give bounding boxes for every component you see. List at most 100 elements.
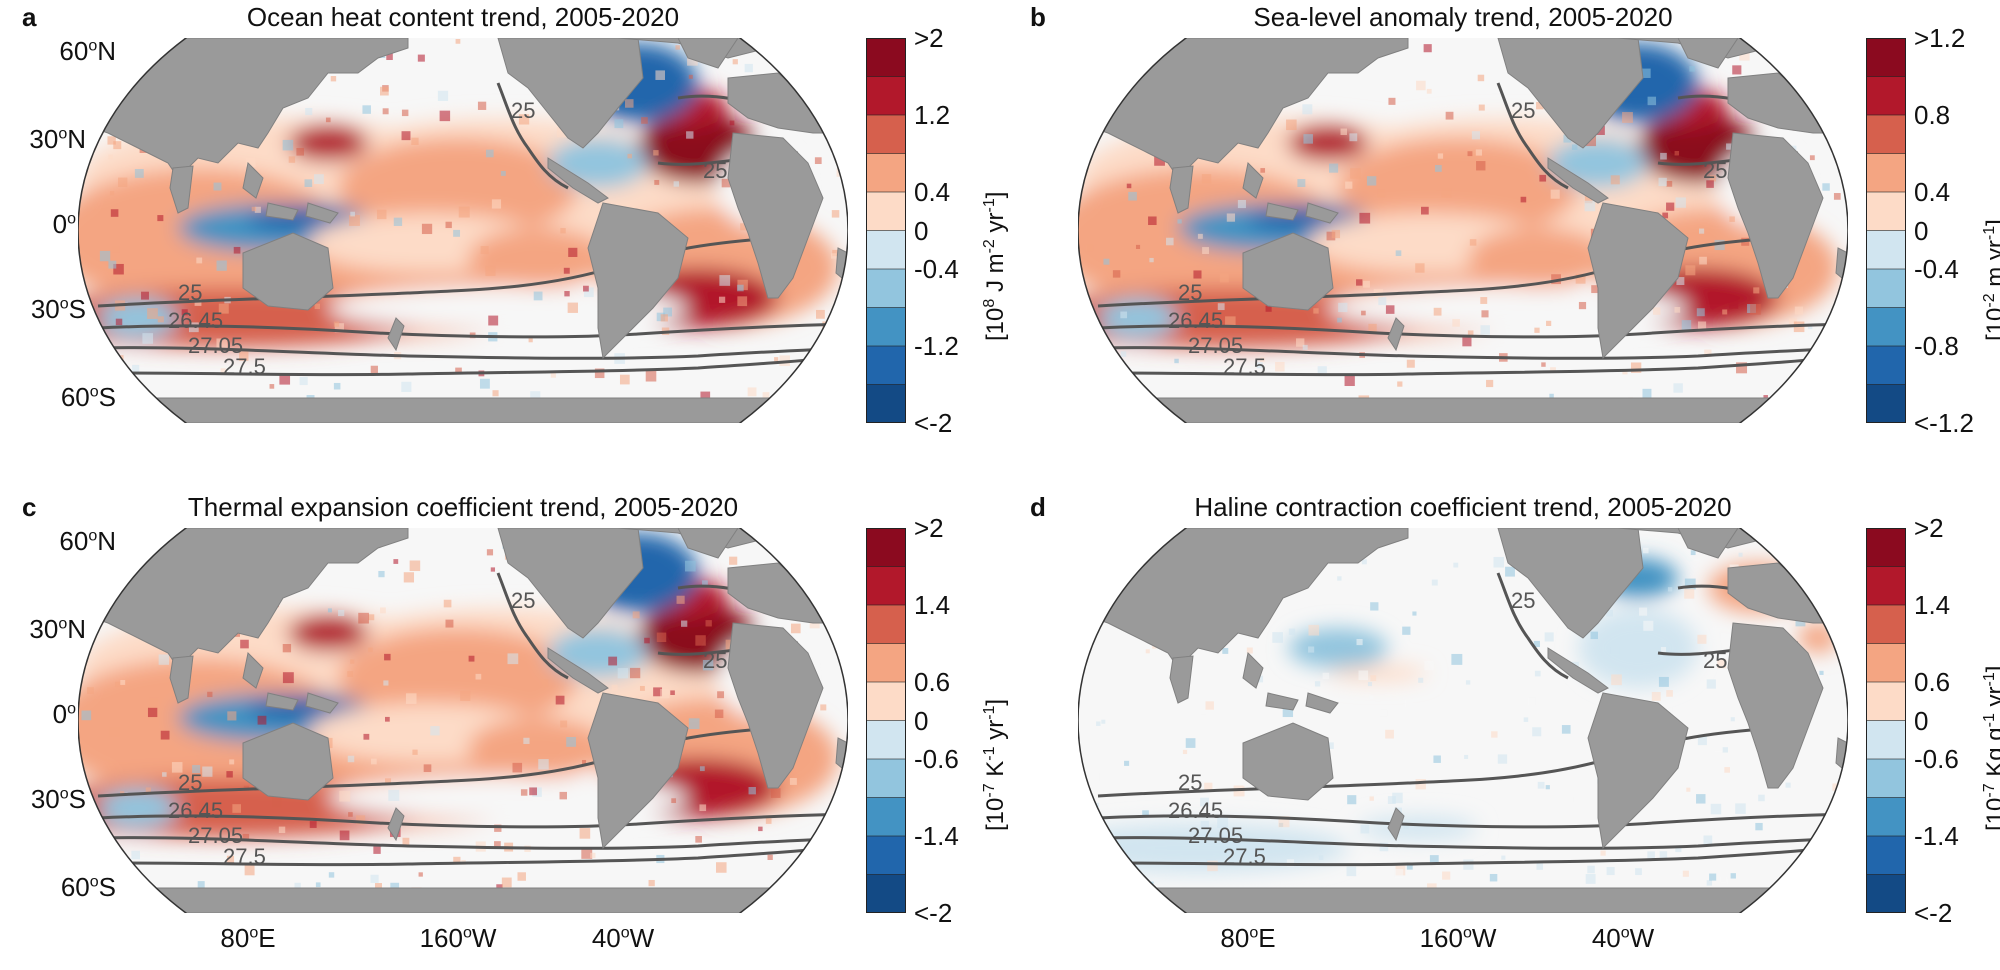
trend-cell (1758, 795, 1765, 802)
colorbar-bin (1866, 385, 1906, 424)
degree-sign: o (88, 527, 97, 544)
trend-cell (1776, 537, 1785, 546)
trend-cell (380, 607, 386, 613)
trend-cell (719, 275, 730, 286)
trend-cell (1498, 754, 1507, 763)
trend-cell (1611, 175, 1620, 184)
trend-cell (1771, 806, 1781, 816)
trend-cell (815, 157, 822, 164)
trend-patch (468, 718, 608, 778)
trend-cell (802, 906, 808, 912)
trend-cell (371, 759, 377, 765)
colorbar-bin (1866, 528, 1906, 567)
panel-letter: b (1030, 2, 1046, 33)
trend-cell (314, 174, 324, 184)
trend-cell (1430, 867, 1435, 872)
colorbar-unit-label: [10-7 Kg g-1 yr-1] (1981, 665, 2000, 830)
unit-exponent: -1 (981, 198, 998, 212)
trend-cell (350, 212, 355, 217)
trend-cell (86, 359, 95, 368)
degree-sign: o (88, 37, 97, 54)
trend-cell (671, 798, 676, 803)
unit-exponent: -1 (981, 746, 998, 760)
trend-cell (1201, 715, 1206, 720)
trend-cell (1370, 675, 1376, 681)
degree-sign: o (60, 295, 69, 312)
trend-cell (1332, 230, 1340, 238)
unit-text: [10 (1982, 797, 2000, 830)
degree-sign: o (1621, 924, 1630, 941)
trend-cell (1753, 287, 1759, 293)
trend-cell (111, 209, 119, 217)
trend-cell (1611, 646, 1619, 654)
trend-cell (1308, 625, 1319, 636)
deg-value: 40 (592, 923, 621, 953)
trend-cell (1691, 550, 1696, 555)
degree-sign: o (67, 210, 76, 227)
trend-cell (689, 718, 700, 729)
trend-cell (1093, 363, 1100, 370)
trend-cell (820, 704, 826, 710)
contour-label: 25 (178, 770, 202, 795)
trend-cell (1668, 587, 1672, 591)
trend-cell (1470, 239, 1477, 246)
trend-cell (1545, 632, 1554, 641)
unit-exponent: -2 (1981, 293, 1998, 307)
colorbar-bin (1866, 644, 1906, 683)
trend-cell (512, 763, 522, 773)
trend-cell (316, 882, 321, 887)
trend-patch (1288, 628, 1388, 668)
trend-cell (1416, 779, 1426, 789)
landmass (1078, 888, 1848, 913)
landmass (78, 888, 848, 913)
trend-cell (1402, 627, 1410, 635)
deg-value: 0 (53, 209, 67, 239)
hemisphere: N (97, 36, 116, 66)
trend-cell (158, 316, 164, 322)
trend-cell (370, 875, 378, 883)
trend-cell (1843, 309, 1848, 316)
trend-cell (620, 375, 630, 385)
trend-cell (113, 141, 121, 149)
trend-cell (791, 624, 801, 634)
trend-cell (112, 246, 119, 253)
deg-value: 30 (31, 784, 60, 814)
trend-cell (270, 384, 275, 389)
trend-cell (1377, 189, 1385, 197)
trend-cell (1329, 164, 1338, 173)
unit-exponent: -7 (981, 783, 998, 797)
trend-cell (1091, 349, 1101, 359)
trend-cell (1356, 279, 1362, 285)
panel-letter: a (22, 2, 36, 33)
trend-cell (835, 339, 840, 344)
trend-cell (1186, 738, 1196, 748)
colorbar (866, 38, 906, 423)
trend-cell (1739, 553, 1743, 557)
trend-cell (402, 110, 408, 116)
trend-cell (1715, 744, 1723, 752)
lat-label: 30oS (0, 784, 86, 815)
trend-cell (1466, 680, 1470, 684)
trend-cell (1731, 873, 1736, 878)
trend-cell (100, 592, 107, 599)
trend-cell (1462, 337, 1471, 346)
trend-cell (556, 696, 565, 705)
trend-cell (1341, 129, 1347, 135)
trend-cell (560, 792, 567, 799)
trend-cell (677, 596, 685, 604)
trend-cell (625, 99, 634, 108)
hemisphere: N (67, 124, 86, 154)
colorbar-tick-label: >2 (914, 513, 944, 544)
trend-cell (1826, 402, 1835, 411)
colorbar-bin (1866, 759, 1906, 798)
trend-cell (1682, 320, 1691, 329)
lon-label: 80oE (1188, 923, 1308, 954)
trend-cell (446, 222, 452, 228)
trend-cell (1760, 531, 1767, 538)
trend-cell (1823, 609, 1828, 614)
trend-cell (305, 179, 313, 187)
